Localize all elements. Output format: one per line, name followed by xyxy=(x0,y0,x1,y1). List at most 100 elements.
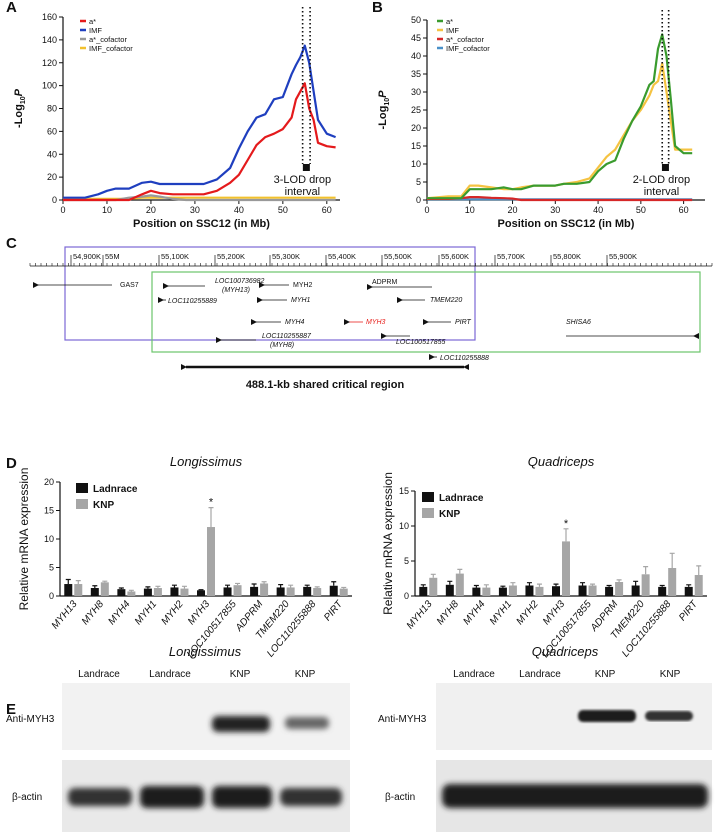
x-tick-label: 20 xyxy=(508,205,518,215)
bar xyxy=(684,586,693,596)
gene-label: (MYH13) xyxy=(222,287,250,294)
ruler-label: 55,500K xyxy=(384,252,412,261)
ruler-label: 55,300K xyxy=(272,252,300,261)
panel-letter: E xyxy=(6,701,16,718)
legend-label: a*_cofactor xyxy=(446,35,484,44)
y-tick-label: 0 xyxy=(404,591,409,601)
error-bar xyxy=(669,552,675,568)
bar xyxy=(223,587,232,596)
gene-label: LOC100736982 xyxy=(215,278,265,285)
bar xyxy=(419,586,428,596)
bar xyxy=(658,586,667,596)
ruler-label: 55,400K xyxy=(328,252,356,261)
legend-label: a* xyxy=(89,17,96,26)
bar xyxy=(588,585,597,596)
lane-label: KNP xyxy=(595,669,616,680)
error-bar xyxy=(633,580,639,586)
y-tick-label: 120 xyxy=(42,58,57,68)
error-bar xyxy=(473,584,479,588)
legend-label: Ladnrace xyxy=(93,484,138,495)
chart-title: Longissimus xyxy=(170,454,243,469)
x-tick-label: 20 xyxy=(146,205,156,215)
x-tick-label: 40 xyxy=(593,205,603,215)
y-tick-label: 45 xyxy=(411,33,421,43)
error-bar xyxy=(616,579,622,582)
bar xyxy=(525,585,534,596)
x-tick-label: MYH13 xyxy=(405,599,435,632)
y-tick-label: 5 xyxy=(49,563,54,573)
error-bar xyxy=(181,585,187,589)
error-bar xyxy=(208,507,214,528)
y-tick-label: 10 xyxy=(399,521,409,531)
legend-label: IMF xyxy=(446,26,459,35)
interval-marker xyxy=(661,164,669,171)
bar xyxy=(250,586,259,596)
y-tick-label: 0 xyxy=(416,195,421,205)
panel-letter: B xyxy=(372,0,383,16)
gene-label: SHISA6 xyxy=(566,319,591,326)
legend-swatch xyxy=(76,499,88,509)
x-tick-label: LOC110255888 xyxy=(265,599,319,660)
bar xyxy=(207,527,215,596)
lane-label: Landrace xyxy=(78,669,120,680)
error-bar xyxy=(526,582,532,586)
y-tick-label: 35 xyxy=(411,69,421,79)
x-tick-label: MYH3 xyxy=(186,599,213,628)
legend-swatch xyxy=(422,508,434,518)
bar xyxy=(562,541,570,596)
region-label: 488.1-kb shared critical region xyxy=(246,379,405,391)
error-bar xyxy=(92,585,98,589)
row-label: Anti-MYH3 xyxy=(6,714,55,725)
error-bar xyxy=(483,584,489,588)
error-bar xyxy=(251,583,257,587)
y-tick-label: 10 xyxy=(44,534,54,544)
error-bar xyxy=(536,583,542,587)
lane-label: KNP xyxy=(230,669,251,680)
error-bar xyxy=(696,565,702,575)
bar xyxy=(276,587,285,596)
y-tick-label: 15 xyxy=(44,506,54,516)
bar xyxy=(552,586,560,596)
ruler-label: 55,900K xyxy=(609,252,637,261)
significance-label: * xyxy=(209,497,214,509)
annotation: interval xyxy=(285,186,320,198)
ruler-label: 55,600K xyxy=(441,252,469,261)
genome-map: C 54,900K 55M 55,100K 55,200K 55,300K 55,400K… xyxy=(6,235,713,391)
error-bar xyxy=(606,584,612,587)
error-bar xyxy=(510,582,516,586)
y-tick-label: 100 xyxy=(42,81,57,91)
gene-label: MYH2 xyxy=(293,282,313,289)
y-axis-label-part: -Log xyxy=(377,106,389,130)
error-bar xyxy=(553,583,559,587)
y-tick-label: 10 xyxy=(411,159,421,169)
bar xyxy=(286,587,295,596)
bar xyxy=(482,587,491,596)
error-bar xyxy=(304,584,310,587)
legend-label: IMF_cofactor xyxy=(446,44,490,53)
blot-image xyxy=(62,683,350,750)
lane-label: KNP xyxy=(660,669,681,680)
significance-label: * xyxy=(564,518,569,530)
bar xyxy=(329,585,338,596)
error-bar xyxy=(235,582,241,586)
x-tick-label: PIRT xyxy=(677,598,701,623)
x-tick-label: 60 xyxy=(679,205,689,215)
band xyxy=(442,784,708,808)
bar xyxy=(313,588,322,596)
band xyxy=(578,710,636,722)
legend-label: KNP xyxy=(93,500,114,511)
ruler-label: 55M xyxy=(105,252,120,261)
error-bar xyxy=(500,585,506,588)
region-box xyxy=(151,271,701,353)
error-bar xyxy=(75,580,81,585)
bar xyxy=(445,584,454,596)
gene-label: MYH4 xyxy=(285,319,305,326)
gene-label: ADPRM xyxy=(372,279,397,286)
x-tick-label: MYH8 xyxy=(80,599,107,628)
band xyxy=(212,716,270,732)
lane-label: KNP xyxy=(295,669,316,680)
bar xyxy=(641,574,650,596)
x-axis-label: Position on SSC12 (in Mb) xyxy=(498,218,635,230)
bar xyxy=(74,584,83,596)
y-tick-label: 25 xyxy=(411,105,421,115)
